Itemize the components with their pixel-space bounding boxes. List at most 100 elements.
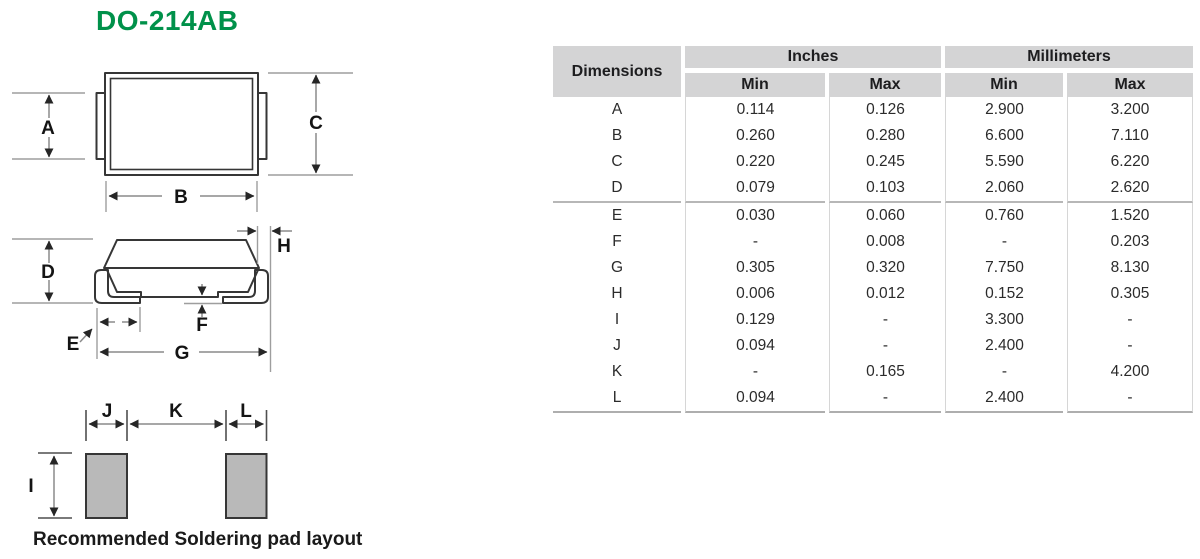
value-cell: 0.760 [945, 203, 1063, 229]
value-cell: 0.260 [685, 123, 825, 149]
value-cell: 0.320 [829, 255, 941, 281]
dimension-letter-cell: E [553, 203, 681, 229]
dim-label-c: C [309, 113, 323, 134]
value-cell: 7.110 [1067, 123, 1193, 149]
value-cell: - [685, 359, 825, 385]
value-cell: 0.060 [829, 203, 941, 229]
pad-layout: J K L I Recommended Soldering pad layout [28, 401, 363, 550]
dimension-letter-cell: B [553, 123, 681, 149]
dim-label-k: K [169, 401, 183, 422]
leader-line [79, 328, 93, 343]
value-cell: - [1067, 307, 1193, 333]
value-cell: - [829, 333, 941, 359]
side-view-body-bottom [106, 269, 259, 298]
dimension-letter-cell: D [553, 175, 681, 203]
table-row: H 0.006 0.012 0.152 0.305 [553, 281, 1193, 307]
dimension-letter-cell: G [553, 255, 681, 281]
side-view-left-lead [94, 269, 141, 304]
dim-c: C [268, 72, 353, 176]
dim-label-b: B [174, 187, 188, 208]
dim-label-e: E [67, 334, 80, 355]
table-row: L 0.094 - 2.400 - [553, 385, 1193, 413]
package-title: DO-214AB [96, 5, 239, 36]
value-cell: 0.126 [829, 97, 941, 123]
dim-label-d: D [41, 262, 55, 283]
value-cell: - [945, 229, 1063, 255]
dim-label-j: J [102, 401, 113, 422]
column-header-inches-max: Max [829, 68, 941, 97]
value-cell: 4.200 [1067, 359, 1193, 385]
package-outline-drawing: A C B [12, 72, 363, 550]
value-cell: 2.060 [945, 175, 1063, 203]
dimension-letter-cell: K [553, 359, 681, 385]
column-group-millimeters: Millimeters [945, 46, 1193, 68]
dimension-letter-cell: J [553, 333, 681, 359]
dimension-letter-cell: L [553, 385, 681, 413]
top-view: A C B [12, 72, 353, 212]
value-cell: 6.220 [1067, 149, 1193, 175]
value-cell: - [1067, 333, 1193, 359]
value-cell: 1.520 [1067, 203, 1193, 229]
value-cell: 0.030 [685, 203, 825, 229]
value-cell: 0.129 [685, 307, 825, 333]
dimension-letter-cell: I [553, 307, 681, 333]
value-cell: 0.094 [685, 333, 825, 359]
table-row: C 0.220 0.245 5.590 6.220 [553, 149, 1193, 175]
table-row: F - 0.008 - 0.203 [553, 229, 1193, 255]
value-cell: - [829, 385, 941, 413]
dim-g: G [99, 343, 268, 364]
table-row: G 0.305 0.320 7.750 8.130 [553, 255, 1193, 281]
dim-label-f: F [196, 315, 208, 336]
value-cell: 0.008 [829, 229, 941, 255]
table-row: I 0.129 - 3.300 - [553, 307, 1193, 333]
dim-label-l: L [240, 401, 252, 422]
table-row: J 0.094 - 2.400 - [553, 333, 1193, 359]
value-cell: 0.220 [685, 149, 825, 175]
value-cell: 3.300 [945, 307, 1063, 333]
value-cell: - [829, 307, 941, 333]
left-solder-pad [85, 453, 128, 519]
dimension-letter-cell: H [553, 281, 681, 307]
side-view-right-lead [222, 269, 269, 304]
value-cell: 5.590 [945, 149, 1063, 175]
value-cell: 0.079 [685, 175, 825, 203]
value-cell: 2.400 [945, 333, 1063, 359]
right-solder-pad [225, 453, 268, 519]
value-cell: 2.620 [1067, 175, 1193, 203]
column-header-inches-min: Min [685, 68, 825, 97]
value-cell: 8.130 [1067, 255, 1193, 281]
dim-e: E [67, 307, 141, 359]
side-view: D H F [12, 226, 292, 372]
side-view-body-top [103, 239, 260, 269]
dim-label-a: A [41, 118, 55, 139]
value-cell: 7.750 [945, 255, 1063, 281]
dimension-letter-cell: F [553, 229, 681, 255]
dim-a: A [12, 92, 85, 160]
dim-f: F [184, 284, 222, 336]
dim-j-k-l: J K L [85, 401, 268, 441]
top-view-body-outer [104, 72, 259, 176]
dimension-letter-cell: C [553, 149, 681, 175]
dim-label-i: I [28, 476, 33, 497]
value-cell: 0.305 [685, 255, 825, 281]
column-group-inches: Inches [685, 46, 941, 68]
pad-layout-caption: Recommended Soldering pad layout [33, 529, 363, 550]
value-cell: 0.152 [945, 281, 1063, 307]
column-header-mm-max: Max [1067, 68, 1193, 97]
table-header-groups: Dimensions Inches Millimeters [553, 46, 1193, 97]
value-cell: 0.012 [829, 281, 941, 307]
dim-i: I [28, 452, 72, 519]
value-cell: 6.600 [945, 123, 1063, 149]
column-header-mm-min: Min [945, 68, 1063, 97]
table-row: K - 0.165 - 4.200 [553, 359, 1193, 385]
column-header-dimensions: Dimensions [553, 46, 681, 97]
value-cell: 0.280 [829, 123, 941, 149]
value-cell: 0.114 [685, 97, 825, 123]
table-row: A 0.114 0.126 2.900 3.200 [553, 97, 1193, 123]
table-header-minmax: Min Max Min Max [553, 68, 1193, 97]
value-cell: 2.900 [945, 97, 1063, 123]
dim-h: H [237, 226, 292, 372]
value-cell: 3.200 [1067, 97, 1193, 123]
table-row: D 0.079 0.103 2.060 2.620 [553, 175, 1193, 203]
value-cell: 0.165 [829, 359, 941, 385]
